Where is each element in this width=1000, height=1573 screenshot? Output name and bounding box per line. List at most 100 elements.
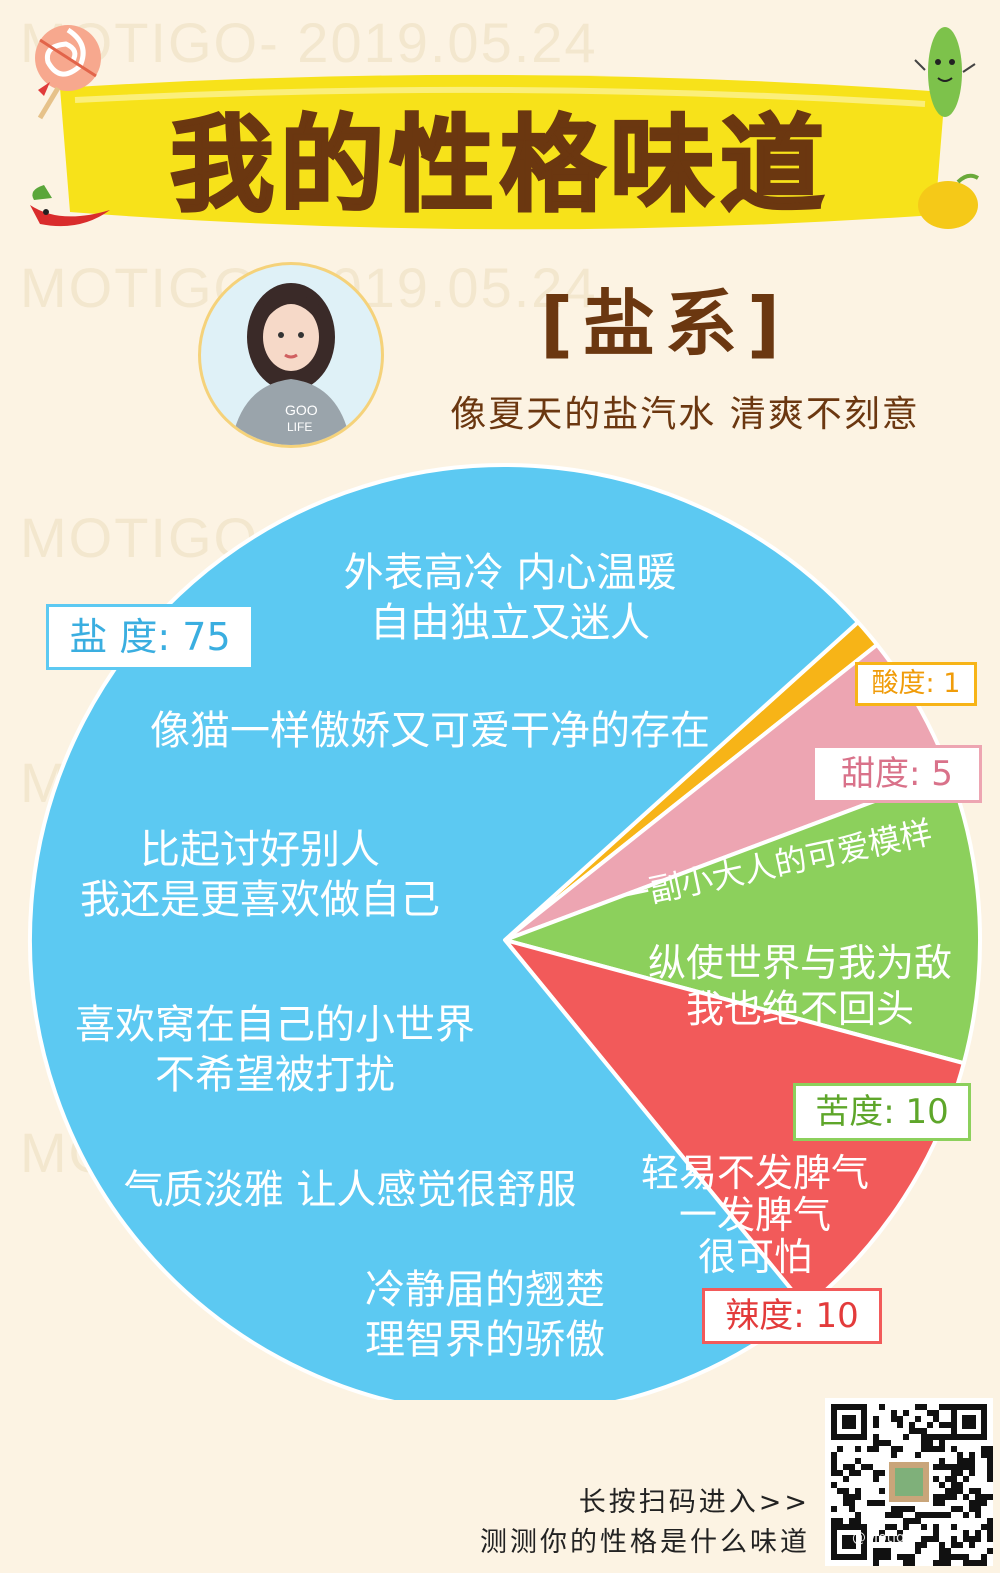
qr-module [879,1488,885,1494]
qr-module [891,1536,897,1542]
qr-module [831,1470,837,1476]
qr-module [951,1482,957,1488]
qr-module [945,1488,951,1494]
qr-module [933,1512,939,1518]
qr-module [897,1506,903,1512]
qr-module [945,1494,951,1500]
qr-module [963,1464,969,1470]
qr-module [915,1416,921,1422]
spicy-description: 轻易不发脾气 一发脾气 很可怕 [640,1151,869,1279]
qr-module [933,1494,939,1500]
qr-module [849,1506,855,1512]
qr-module [921,1536,927,1542]
qr-module [879,1404,885,1410]
qr-module [897,1530,903,1536]
qr-module [921,1404,927,1410]
salt-score-badge: 盐 度: 75 [46,604,254,670]
qr-module [987,1458,993,1464]
qr-module [831,1464,837,1470]
qr-module [963,1530,969,1536]
qr-module [855,1446,861,1452]
qr-module [981,1452,987,1458]
qr-module [933,1434,939,1440]
qr-module [987,1464,993,1470]
qr-module [975,1536,981,1542]
qr-module [987,1536,993,1542]
qr-module [909,1422,915,1428]
qr-module [843,1476,849,1482]
qr-module [963,1512,969,1518]
qr-module [987,1524,993,1530]
qr-module [873,1434,879,1440]
qr-module [873,1470,879,1476]
qr-module [879,1530,885,1536]
qr-module [951,1446,957,1452]
qr-module [849,1500,855,1506]
qr-module [849,1518,855,1524]
qr-module [957,1464,963,1470]
lollipop-icon [35,25,101,120]
qr-module [897,1554,903,1560]
qr-module [897,1446,903,1452]
qr-module [945,1464,951,1470]
salt-description: 外表高冷 内心温暖 自由独立又迷人 [343,550,677,646]
sweet-score-badge: 甜度: 5 [812,745,982,803]
qr-module [831,1506,837,1512]
qr-code[interactable] [825,1398,993,1566]
salt-description: 比起讨好别人 我还是更喜欢做自己 [80,827,440,923]
footer-scan-hint: 长按扫码进入>> [578,1487,810,1518]
qr-module [903,1524,909,1530]
qr-module [957,1542,963,1548]
qr-module [969,1488,975,1494]
qr-module [837,1518,843,1524]
qr-module [891,1506,897,1512]
qr-module [939,1512,945,1518]
qr-module [975,1560,981,1566]
qr-module [855,1458,861,1464]
qr-module [855,1488,861,1494]
qr-module [915,1548,921,1554]
salt-description: 冷静届的翘楚 理智界的骄傲 [365,1267,605,1363]
qr-module [873,1554,879,1560]
qr-module [969,1452,975,1458]
qr-module [939,1542,945,1548]
qr-module [981,1554,987,1560]
qr-module [933,1536,939,1542]
qr-module [921,1440,927,1446]
qr-module [951,1494,957,1500]
qr-module [987,1494,993,1500]
qr-module [891,1452,897,1458]
qr-module [933,1446,939,1452]
qr-module [927,1410,933,1416]
qr-module [951,1506,957,1512]
qr-module [885,1548,891,1554]
qr-module [903,1560,909,1566]
qr-module [981,1524,987,1530]
qr-module [963,1458,969,1464]
qr-module [945,1512,951,1518]
qr-module [987,1470,993,1476]
qr-module [957,1458,963,1464]
qr-module [945,1560,951,1566]
qr-module [987,1476,993,1482]
qr-module [861,1464,867,1470]
weibo-handle: @Motigo [852,1530,914,1546]
qr-module [951,1488,957,1494]
qr-module [981,1560,987,1566]
spicy-score-badge: 辣度: 10 [702,1288,882,1344]
qr-module [939,1458,945,1464]
qr-module [951,1542,957,1548]
qr-module [951,1476,957,1482]
qr-module [975,1512,981,1518]
qr-module [915,1404,921,1410]
qr-module [969,1542,975,1548]
qr-module [873,1476,879,1482]
lemon-icon [918,173,980,229]
qr-module [921,1512,927,1518]
qr-module [939,1494,945,1500]
qr-module [873,1440,879,1446]
qr-module [963,1560,969,1566]
qr-module [867,1500,873,1506]
qr-module [831,1458,837,1464]
qr-module [963,1554,969,1560]
